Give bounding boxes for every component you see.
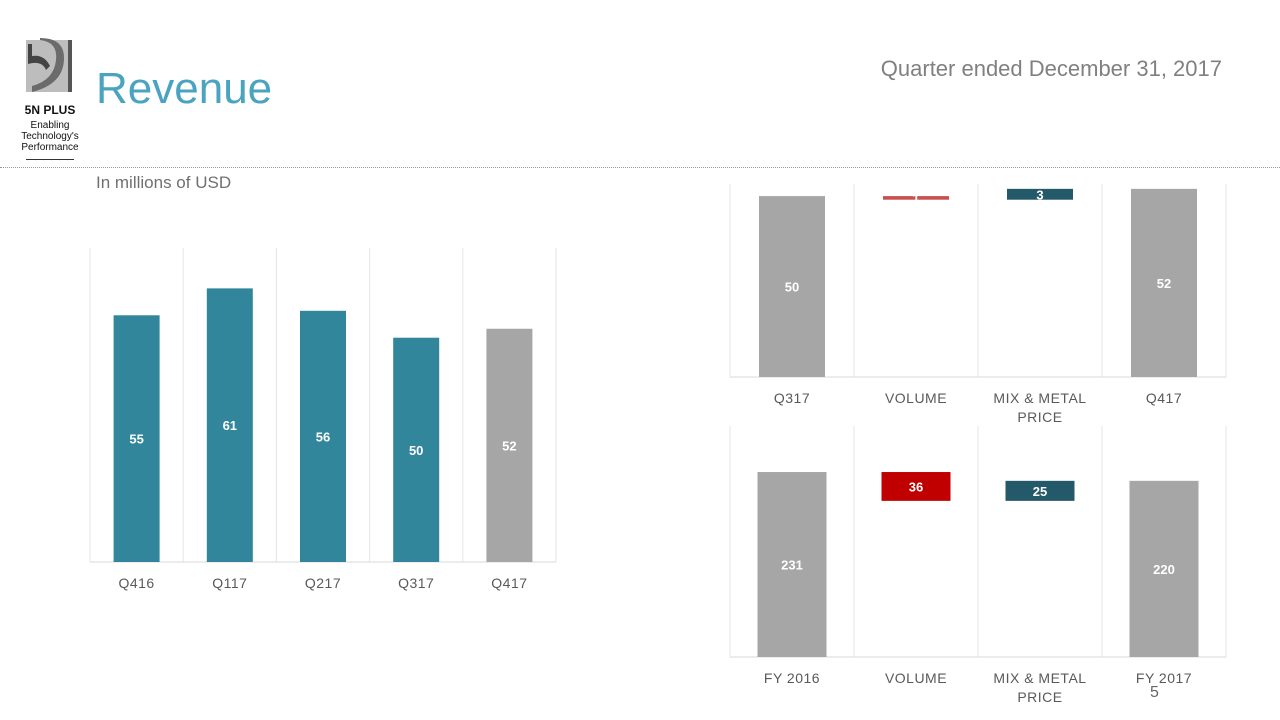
- x-tick-label: FY 2016: [764, 670, 820, 686]
- quarterly-revenue-chart: 55 Q416 61 Q117 56 Q217 50 Q317 52 Q417: [89, 248, 557, 591]
- bar-q417: [486, 328, 533, 562]
- x-tick-label: Q317: [398, 575, 434, 591]
- bar-step-total: [1131, 188, 1197, 377]
- period-label: Quarter ended December 31, 2017: [880, 56, 1222, 81]
- x-tick-label: Q417: [1146, 390, 1182, 406]
- x-tick-label: Q217: [305, 575, 341, 591]
- data-label: 55: [129, 432, 143, 447]
- x-tick-label-line: MIX & METAL: [993, 670, 1086, 686]
- x-tick-label: FY 2017: [1136, 670, 1192, 686]
- quarter-bridge-chart: 50 Q317 1 VOLUME 3 MIX & METAL PRICE 52 Q417: [729, 184, 1227, 425]
- data-label: 25: [1033, 484, 1047, 499]
- data-label: 36: [909, 479, 923, 494]
- bar-step-total: [1129, 480, 1199, 657]
- x-tick-label: Q416: [118, 575, 154, 591]
- x-tick-label-line: PRICE: [1017, 409, 1062, 425]
- header-divider: [0, 167, 1280, 168]
- x-tick-label-line: PRICE: [1017, 689, 1062, 705]
- logo-tagline-line: Enabling: [30, 120, 70, 131]
- data-label: 231: [781, 558, 803, 573]
- x-tick-label-line: VOLUME: [885, 670, 947, 686]
- page-title: Revenue: [96, 64, 273, 113]
- x-tick-label: MIX & METAL PRICE: [993, 390, 1086, 425]
- x-tick-label-line: FY 2016: [764, 670, 820, 686]
- x-tick-label: MIX & METAL PRICE: [993, 670, 1086, 705]
- page-number: 5: [1150, 684, 1159, 701]
- x-tick-label: Q317: [774, 390, 810, 406]
- x-tick-label: Q417: [491, 575, 527, 591]
- logo-brand: 5N PLUS: [24, 103, 76, 117]
- x-tick-label-line: MIX & METAL: [993, 390, 1086, 406]
- x-tick-label-line: VOLUME: [885, 390, 947, 406]
- logo-tagline-line: Technology's: [21, 131, 79, 142]
- units-label: In millions of USD: [96, 173, 232, 192]
- company-logo: 5N PLUS Enabling Technology's Performanc…: [18, 36, 82, 160]
- data-label: 56: [316, 429, 330, 444]
- bar-q416: [113, 315, 160, 562]
- data-label: 50: [409, 443, 423, 458]
- data-label: 1: [912, 191, 919, 206]
- x-tick-label-line: FY 2017: [1136, 670, 1192, 686]
- bar-q117: [206, 288, 253, 562]
- data-label: 52: [1157, 276, 1171, 291]
- bar-step-increase: [1005, 480, 1075, 501]
- x-tick-label-line: Q417: [1146, 390, 1182, 406]
- 5n-plus-logo-icon: [26, 38, 72, 92]
- data-label: 52: [502, 438, 516, 453]
- bar-step-increase: [1007, 188, 1073, 200]
- bar-step-total: [757, 472, 827, 657]
- bar-step-decrease: [881, 472, 951, 501]
- bar-q217: [300, 310, 346, 562]
- logo-tagline-line: Performance: [21, 142, 79, 153]
- x-tick-label: VOLUME: [885, 670, 947, 686]
- data-label: 50: [785, 280, 799, 295]
- logo-rule: [26, 159, 74, 160]
- annual-bridge-chart: 231 FY 2016 36 VOLUME 25 MIX & METAL PRICE 220 F…: [729, 426, 1227, 705]
- bar-step-total: [759, 196, 825, 377]
- data-label: 61: [223, 418, 237, 433]
- bar-q317: [393, 337, 440, 562]
- data-label: 220: [1153, 562, 1175, 577]
- x-tick-label: VOLUME: [885, 390, 947, 406]
- x-tick-label: Q117: [212, 575, 247, 591]
- data-label: 3: [1036, 187, 1043, 202]
- bar-step-decrease: [883, 196, 949, 200]
- x-tick-label-line: Q317: [774, 390, 810, 406]
